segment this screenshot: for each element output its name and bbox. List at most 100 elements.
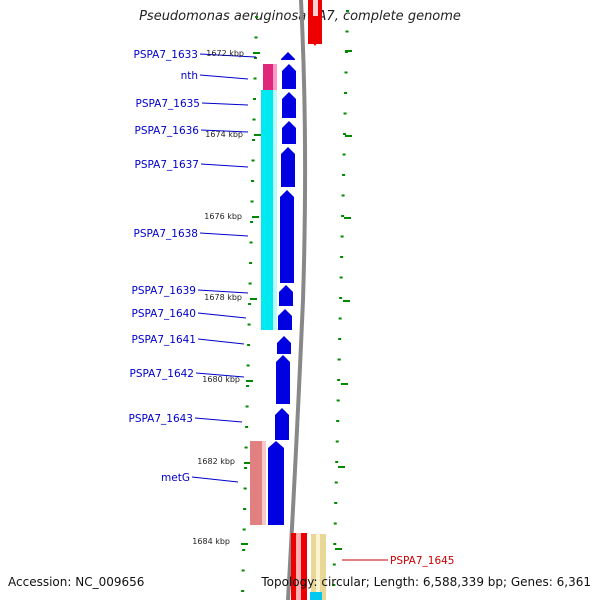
major-tick [344, 217, 351, 219]
gene-arrow [276, 355, 290, 404]
label-leader [197, 289, 249, 294]
label-leader [201, 102, 249, 106]
tick-mark [249, 262, 253, 264]
major-tick [345, 135, 352, 137]
tick-mark [341, 215, 345, 217]
tick-mark [340, 235, 344, 238]
gene-label: PSPA7_1638 [134, 228, 199, 240]
scale-label: 1682 kbp [197, 457, 235, 466]
gene-label: PSPA7_1636 [135, 125, 200, 137]
major-tick [253, 52, 260, 54]
tick-mark [337, 379, 341, 381]
scale-label: 1674 kbp [205, 130, 243, 139]
cog-box-cyan-highlight [273, 90, 277, 330]
tick-mark [342, 153, 346, 156]
tick-mark [247, 344, 251, 346]
scale-label: 1678 kbp [204, 293, 242, 302]
label-leader [194, 417, 243, 423]
tick-mark [243, 487, 247, 490]
tick-mark [338, 317, 342, 320]
tick-mark [338, 338, 342, 340]
tick-mark [341, 194, 345, 197]
reverse-gene-top-highlight [313, 0, 318, 16]
scale-label: 1676 kbp [204, 212, 242, 221]
tick-mark [332, 584, 336, 586]
gene-label: nth [181, 70, 198, 82]
genome-backbone [286, 0, 308, 600]
tick-mark [344, 92, 348, 94]
gene-arrow [282, 92, 296, 118]
tick-mark [242, 549, 246, 551]
tick-mark [251, 180, 255, 182]
tick-mark [241, 590, 245, 592]
cog-box-cyan-bottom [310, 592, 322, 600]
gene-arrow [279, 285, 293, 306]
tick-mark [250, 221, 254, 223]
reverse-gene-top-tip [308, 36, 322, 46]
tick-mark [339, 276, 343, 279]
major-tick [244, 462, 251, 464]
tick-mark [346, 10, 349, 12]
tick-mark [241, 569, 245, 572]
gene-arrow [281, 52, 295, 60]
tick-mark [252, 118, 256, 121]
tick-mark [254, 36, 258, 39]
gene-arrow [282, 121, 296, 144]
tick-mark [336, 420, 340, 422]
gene-arrow [277, 336, 291, 354]
gene-label: PSPA7_1639 [132, 285, 197, 297]
major-tick [341, 383, 348, 385]
gene-label: metG [161, 472, 190, 484]
tick-mark [247, 323, 251, 326]
tick-mark [248, 303, 252, 305]
tick-mark [345, 30, 349, 33]
scale-label: 1680 kbp [202, 375, 240, 384]
forward-genes [268, 52, 296, 525]
gene-label: PSPA7_1640 [132, 308, 197, 320]
gene-arrow [280, 190, 294, 283]
tick-mark [334, 502, 338, 504]
gene-label: PSPA7_1637 [135, 159, 200, 171]
major-tick [254, 134, 261, 136]
tick-mark [245, 405, 249, 408]
tick-mark [249, 241, 253, 244]
tick-mark [248, 282, 252, 285]
reverse-gene-bottom-highlight [296, 533, 301, 600]
topology-text: Topology: circular; Length: 6,588,339 bp… [261, 575, 591, 589]
gene-arrow [281, 147, 295, 187]
gene-label: PSPA7_1641 [132, 334, 197, 346]
tick-mark [246, 364, 250, 367]
major-tick [252, 216, 259, 218]
tick-mark [243, 508, 247, 510]
tick-mark [343, 133, 347, 135]
major-tick [345, 50, 352, 52]
major-tick [246, 380, 253, 382]
tick-mark [255, 16, 258, 18]
tick-mark [252, 139, 256, 141]
tick-mark [340, 256, 344, 258]
gene-label: PSPA7_1635 [136, 98, 201, 110]
scale-labels: 1672 kbp 1674 kbp 1676 kbp 1678 kbp 1680 kbp… [192, 49, 244, 546]
scale-ticks [241, 10, 352, 592]
label-leaders [191, 53, 388, 561]
tick-mark [342, 174, 346, 176]
tick-mark [245, 426, 249, 428]
tick-mark [343, 112, 347, 115]
reverse-gene-top [308, 0, 322, 44]
gene-arrow [278, 309, 292, 330]
label-leader [199, 74, 249, 80]
gene-arrow [282, 64, 296, 89]
tick-mark [333, 522, 337, 525]
tick-mark [344, 71, 348, 74]
major-tick [335, 548, 342, 550]
label-leader [197, 338, 245, 345]
tick-mark [332, 563, 336, 566]
scale-label: 1684 kbp [192, 537, 230, 546]
tick-mark [254, 57, 258, 59]
gene-label: PSPA7_1645 [390, 555, 455, 567]
major-tick [250, 298, 257, 300]
tick-mark [336, 399, 340, 402]
label-leader [200, 129, 249, 133]
